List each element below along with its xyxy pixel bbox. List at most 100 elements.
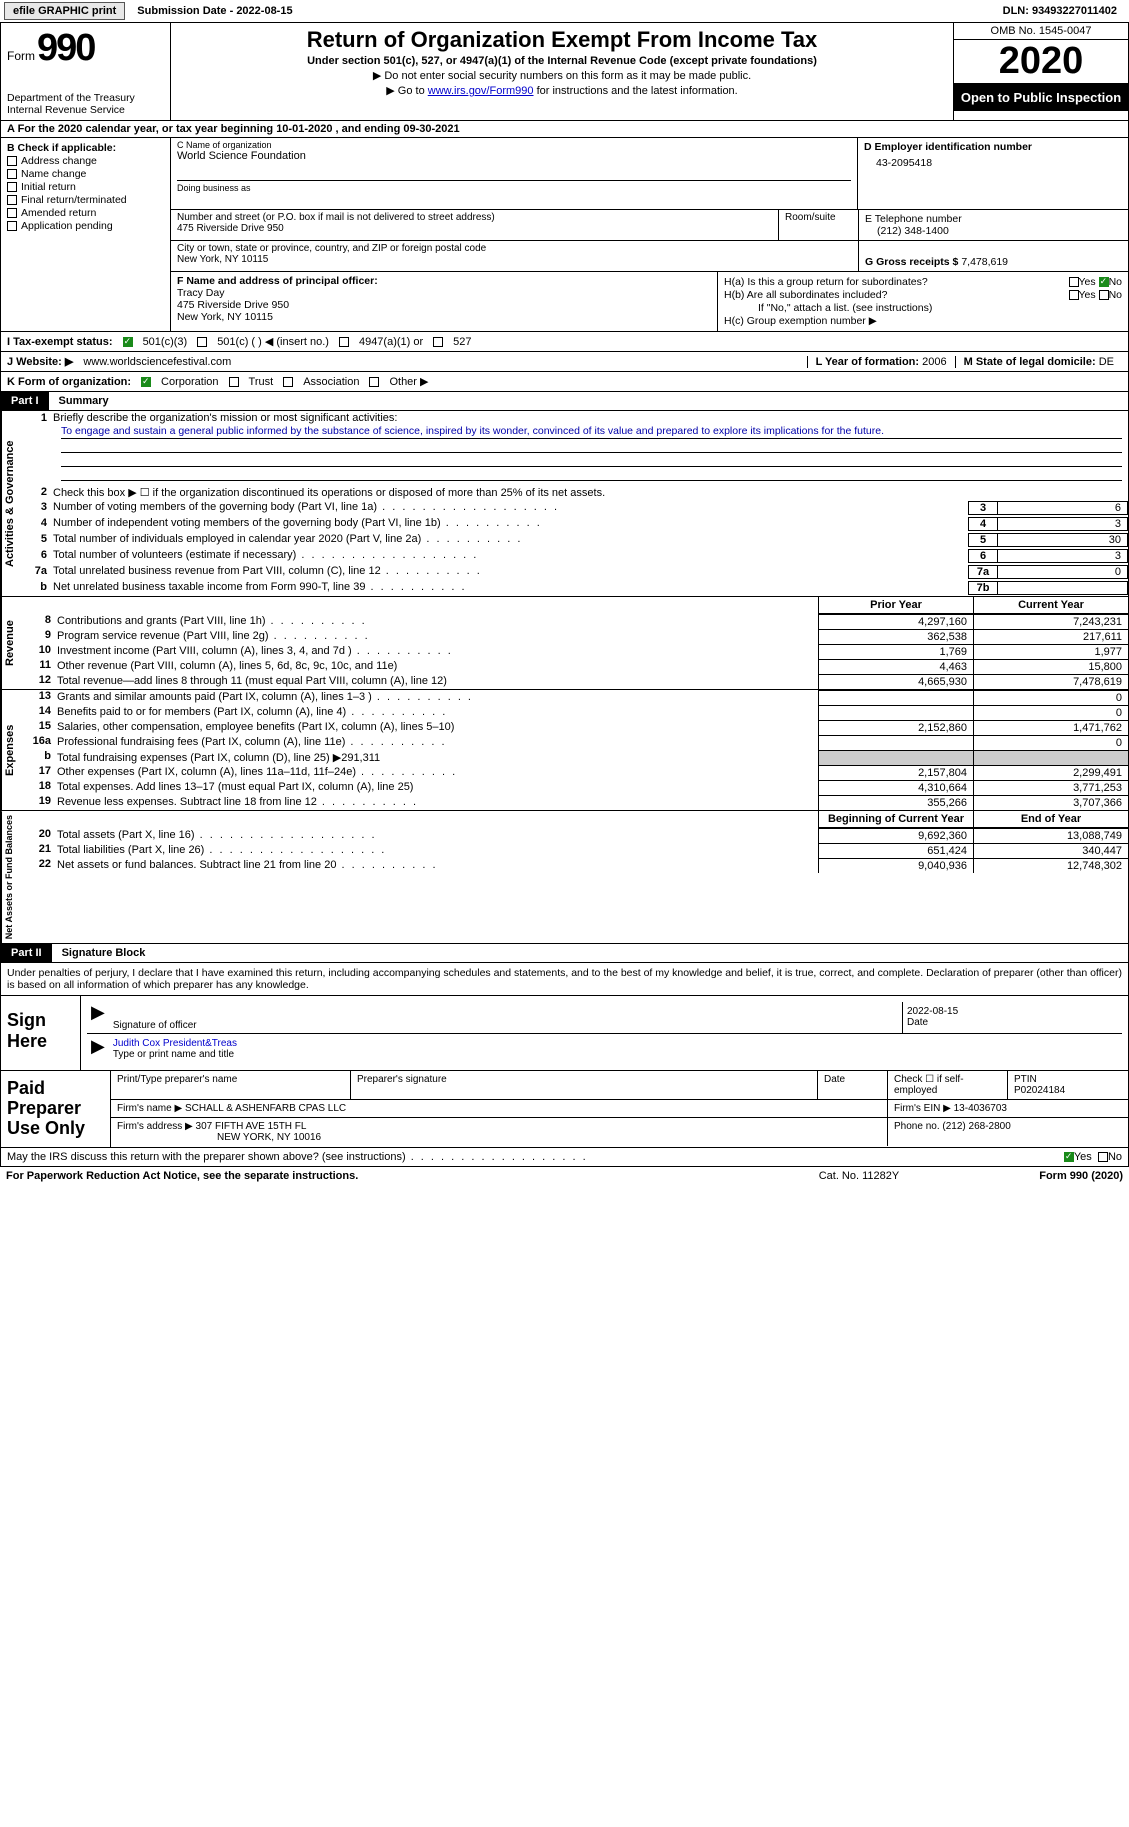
q7a-val: 0 (998, 565, 1128, 579)
signature-intro: Under penalties of perjury, I declare th… (0, 963, 1129, 996)
efile-button[interactable]: efile GRAPHIC print (4, 2, 125, 20)
check-corp[interactable] (141, 377, 151, 387)
sign-here-block: Sign Here ▶ Signature of officer 2022-08… (0, 996, 1129, 1071)
officer-name-title: Judith Cox President&Treas (113, 1038, 237, 1049)
discuss-no[interactable] (1098, 1152, 1108, 1162)
q4-text: Number of independent voting members of … (53, 517, 968, 531)
officer-addr1: 475 Riverside Drive 950 (177, 299, 711, 311)
check-trust[interactable] (229, 377, 239, 387)
line-a-tax-year: A For the 2020 calendar year, or tax yea… (0, 121, 1129, 138)
part-2-header: Part II Signature Block (0, 944, 1129, 963)
q7b-val (998, 581, 1128, 595)
org-name: World Science Foundation (177, 150, 851, 162)
r17-curr: 2,299,491 (973, 765, 1128, 780)
r9-prior: 362,538 (818, 629, 973, 644)
room-label: Room/suite (785, 212, 852, 223)
vert-net-assets: Net Assets or Fund Balances (1, 811, 25, 943)
pra-notice: For Paperwork Reduction Act Notice, see … (6, 1170, 358, 1182)
gross-value: 7,478,619 (961, 256, 1008, 268)
q7b-text: Net unrelated business taxable income fr… (53, 581, 968, 595)
check-assoc[interactable] (283, 377, 293, 387)
col-b-title: B Check if applicable: (7, 142, 164, 154)
check-name-change[interactable] (7, 169, 17, 179)
r21-curr: 340,447 (973, 843, 1128, 858)
officer-label: F Name and address of principal officer: (177, 275, 711, 287)
r22-prior: 9,040,936 (818, 858, 973, 873)
q5-text: Total number of individuals employed in … (53, 533, 968, 547)
q3-val: 6 (998, 501, 1128, 515)
part-1-header: Part I Summary (0, 392, 1129, 411)
print-name-label: Print/Type preparer's name (111, 1071, 351, 1099)
identity-block: B Check if applicable: Address change Na… (0, 138, 1129, 332)
r15-prior: 2,152,860 (818, 720, 973, 735)
vert-revenue: Revenue (1, 597, 25, 689)
check-app-pending[interactable] (7, 221, 17, 231)
cat-no: Cat. No. 11282Y (819, 1170, 900, 1182)
check-other[interactable] (369, 377, 379, 387)
hb-note: If "No," attach a list. (see instruction… (724, 302, 1122, 314)
header-note-2: ▶ Go to www.irs.gov/Form990 for instruct… (179, 84, 945, 97)
check-address-change[interactable] (7, 156, 17, 166)
hb-yes[interactable] (1069, 290, 1079, 300)
check-4947a1[interactable] (339, 337, 349, 347)
ein-label: D Employer identification number (864, 141, 1122, 153)
r16a-curr: 0 (973, 735, 1128, 750)
header-note-1: ▶ Do not enter social security numbers o… (179, 69, 945, 82)
ein-value: 43-2095418 (864, 153, 1122, 169)
irs-link[interactable]: www.irs.gov/Form990 (428, 85, 534, 97)
r16a-prior (818, 735, 973, 750)
check-527[interactable] (433, 337, 443, 347)
sig-date-val: 2022-08-15 (907, 1006, 958, 1017)
form-word: Form (7, 49, 35, 63)
officer-addr2: New York, NY 10115 (177, 311, 711, 323)
r9-curr: 217,611 (973, 629, 1128, 644)
net-assets-section: Net Assets or Fund Balances Beginning of… (0, 811, 1129, 944)
vert-governance: Activities & Governance (1, 411, 25, 596)
r22-curr: 12,748,302 (973, 858, 1128, 873)
prior-year-header: Prior Year (818, 597, 973, 614)
ptin-value: P02024184 (1014, 1085, 1065, 1096)
ha-label: H(a) Is this a group return for subordin… (724, 276, 1069, 288)
r12-prior: 4,665,930 (818, 674, 973, 689)
street-label: Number and street (or P.O. box if mail i… (177, 212, 772, 223)
check-amended[interactable] (7, 208, 17, 218)
firm-addr: 307 FIFTH AVE 15TH FL (196, 1121, 307, 1132)
q4-val: 3 (998, 517, 1128, 531)
dln-label: DLN: 93493227011402 (1003, 5, 1125, 17)
form-header: Form 990 Department of the TreasuryInter… (0, 23, 1129, 121)
r14-prior (818, 705, 973, 720)
r8-curr: 7,243,231 (973, 614, 1128, 629)
ha-yes[interactable] (1069, 277, 1079, 287)
year-formation: 2006 (922, 356, 946, 368)
r19-curr: 3,707,366 (973, 795, 1128, 810)
form-subtitle: Under section 501(c), 527, or 4947(a)(1)… (179, 55, 945, 67)
line-k: K Form of organization: Corporation Trus… (0, 372, 1129, 392)
line-j: J Website: ▶ www.worldsciencefestival.co… (0, 352, 1129, 372)
q6-text: Total number of volunteers (estimate if … (53, 549, 968, 563)
hc-label: H(c) Group exemption number ▶ (724, 315, 877, 327)
r18-curr: 3,771,253 (973, 780, 1128, 795)
r16b-val: 291,311 (341, 752, 380, 764)
paid-preparer-block: Paid Preparer Use Only Print/Type prepar… (0, 1071, 1129, 1147)
sig-officer-label: Signature of officer (113, 1020, 197, 1031)
firm-city: NEW YORK, NY 10016 (117, 1132, 321, 1143)
beg-year-header: Beginning of Current Year (818, 811, 973, 828)
governance-section: Activities & Governance 1Briefly describ… (0, 411, 1129, 597)
ha-no[interactable] (1099, 277, 1109, 287)
check-501c[interactable] (197, 337, 207, 347)
sign-arrow-icon-2: ▶ (87, 1036, 109, 1062)
r12-curr: 7,478,619 (973, 674, 1128, 689)
discuss-yes[interactable] (1064, 1152, 1074, 1162)
r10-prior: 1,769 (818, 644, 973, 659)
website-value: www.worldsciencefestival.com (83, 356, 231, 368)
hb-no[interactable] (1099, 290, 1109, 300)
r11-prior: 4,463 (818, 659, 973, 674)
vert-expenses: Expenses (1, 690, 25, 810)
check-initial-return[interactable] (7, 182, 17, 192)
check-final-return[interactable] (7, 195, 17, 205)
check-501c3[interactable] (123, 337, 133, 347)
r18-prior: 4,310,664 (818, 780, 973, 795)
prep-date-label: Date (818, 1071, 888, 1099)
omb-number: OMB No. 1545-0047 (954, 23, 1128, 40)
open-public-badge: Open to Public Inspection (954, 84, 1128, 111)
